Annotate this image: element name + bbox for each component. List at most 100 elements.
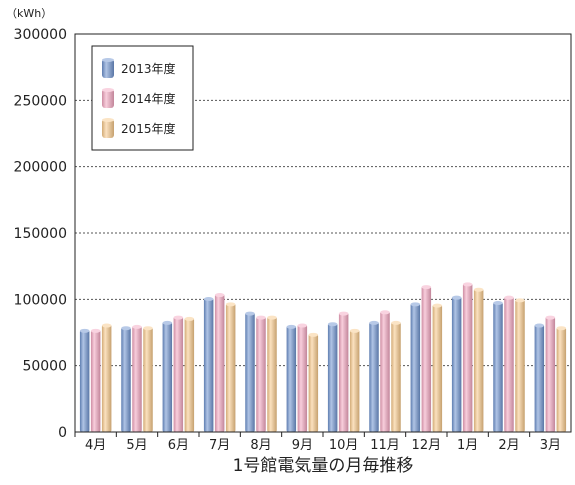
- bar-cap: [338, 311, 349, 316]
- bar-cap: [79, 328, 90, 333]
- bar-2015年度-10月: [349, 329, 360, 432]
- bar-2014年度-12月: [421, 286, 432, 432]
- legend-swatch: [102, 59, 114, 78]
- bar-cap: [225, 302, 236, 307]
- bar-2013年度-3月: [534, 324, 545, 432]
- bar-2015年度-8月: [267, 316, 277, 432]
- bar-cap: [545, 315, 556, 320]
- legend-label: 2015年度: [121, 121, 176, 136]
- bar-2015年度-3月: [556, 327, 567, 432]
- legend-label: 2013年度: [121, 61, 176, 76]
- bar-cap: [369, 320, 379, 325]
- bar-cap: [297, 323, 308, 328]
- legend-swatch-cap: [102, 88, 114, 92]
- bar-cap: [410, 302, 421, 307]
- y-tick-label: 300000: [14, 27, 67, 43]
- bar-2015年度-7月: [225, 303, 236, 432]
- y-tick-label: 200000: [14, 160, 67, 176]
- bar-cap: [101, 323, 112, 328]
- bar-cap: [349, 328, 360, 333]
- bar-2015年度-2月: [515, 299, 525, 432]
- bar-cap: [173, 315, 184, 320]
- bar-cap: [515, 298, 525, 303]
- x-tick-label: 11月: [370, 438, 400, 453]
- bar-2014年度-7月: [214, 294, 225, 432]
- bar-2013年度-7月: [203, 298, 214, 432]
- bar-2013年度-4月: [79, 329, 90, 432]
- bar-cap: [421, 285, 432, 290]
- bar-cap: [256, 315, 266, 320]
- legend-label: 2014年度: [121, 91, 176, 106]
- x-tick-label: 3月: [540, 438, 561, 453]
- bar-cap: [493, 300, 503, 305]
- bar-2015年度-1月: [473, 288, 484, 432]
- legend-swatch: [102, 89, 114, 108]
- bar-cap: [245, 311, 255, 316]
- bar-2013年度-6月: [162, 321, 173, 432]
- y-tick-label: 150000: [14, 226, 67, 242]
- bar-2013年度-1月: [451, 296, 462, 432]
- bar-2015年度-11月: [391, 321, 401, 432]
- bar-2014年度-3月: [545, 316, 556, 432]
- bar-2013年度-10月: [327, 323, 338, 432]
- legend-swatch-cap: [102, 118, 114, 122]
- x-tick-label: 4月: [85, 438, 106, 453]
- bar-2015年度-9月: [308, 333, 319, 432]
- y-tick-label: 100000: [14, 292, 67, 308]
- bar-cap: [473, 287, 484, 292]
- x-tick-label: 2月: [498, 438, 519, 453]
- y-tick-label: 250000: [14, 93, 67, 109]
- bar-cap: [534, 323, 545, 328]
- unit-label: （kWh）: [6, 7, 52, 20]
- y-tick-label: 50000: [22, 359, 67, 375]
- bar-cap: [462, 282, 473, 287]
- bar-2013年度-2月: [493, 301, 503, 432]
- bars: [79, 282, 567, 432]
- bar-cap: [267, 315, 277, 320]
- bar-cap: [203, 297, 214, 302]
- x-tick-label: 1月: [457, 438, 478, 453]
- bar-2014年度-1月: [462, 283, 473, 432]
- bar-2015年度-4月: [101, 324, 112, 432]
- bar-2013年度-12月: [410, 303, 421, 432]
- bar-2014年度-9月: [297, 324, 308, 432]
- bar-cap: [380, 310, 390, 315]
- bar-cap: [143, 326, 153, 331]
- x-tick-labels: 4月 5月 6月 7月 8月 9月 10月 11月 12月 1月 2月 3月: [74, 432, 561, 453]
- bar-2015年度-5月: [143, 327, 153, 432]
- bar-2013年度-11月: [369, 321, 379, 432]
- bar-2014年度-11月: [380, 311, 390, 432]
- bar-2014年度-6月: [173, 316, 184, 432]
- legend-swatch: [102, 119, 114, 138]
- bar-cap: [327, 322, 338, 327]
- bar-cap: [90, 328, 101, 333]
- grid-lines: [75, 99, 571, 367]
- bar-cap: [391, 320, 401, 325]
- bar-2014年度-5月: [132, 325, 142, 432]
- bar-2015年度-12月: [432, 304, 443, 432]
- bar-cap: [214, 293, 225, 298]
- bar-2014年度-8月: [256, 316, 266, 432]
- y-tick-labels: 0 50000 100000 150000 200000 250000 300000: [14, 27, 67, 441]
- bar-2013年度-8月: [245, 312, 255, 432]
- bar-cap: [504, 295, 514, 300]
- bar-cap: [184, 316, 195, 321]
- bar-cap: [162, 320, 173, 325]
- x-tick-label: 10月: [329, 438, 359, 453]
- bar-2014年度-2月: [504, 296, 514, 432]
- bar-2013年度-9月: [286, 325, 297, 432]
- y-tick-label: 0: [58, 425, 67, 441]
- x-tick-label: 7月: [209, 438, 230, 453]
- bar-2013年度-5月: [121, 327, 131, 432]
- x-tick-label: 12月: [412, 438, 442, 453]
- x-tick-label: 6月: [168, 438, 189, 453]
- bar-cap: [121, 326, 131, 331]
- legend-swatch-cap: [102, 58, 114, 62]
- bar-2014年度-4月: [90, 329, 101, 432]
- bar-cap: [132, 324, 142, 329]
- bar-2014年度-10月: [338, 312, 349, 432]
- x-tick-label: 9月: [292, 438, 313, 453]
- x-axis-title: 1号館電気量の月毎推移: [233, 456, 414, 476]
